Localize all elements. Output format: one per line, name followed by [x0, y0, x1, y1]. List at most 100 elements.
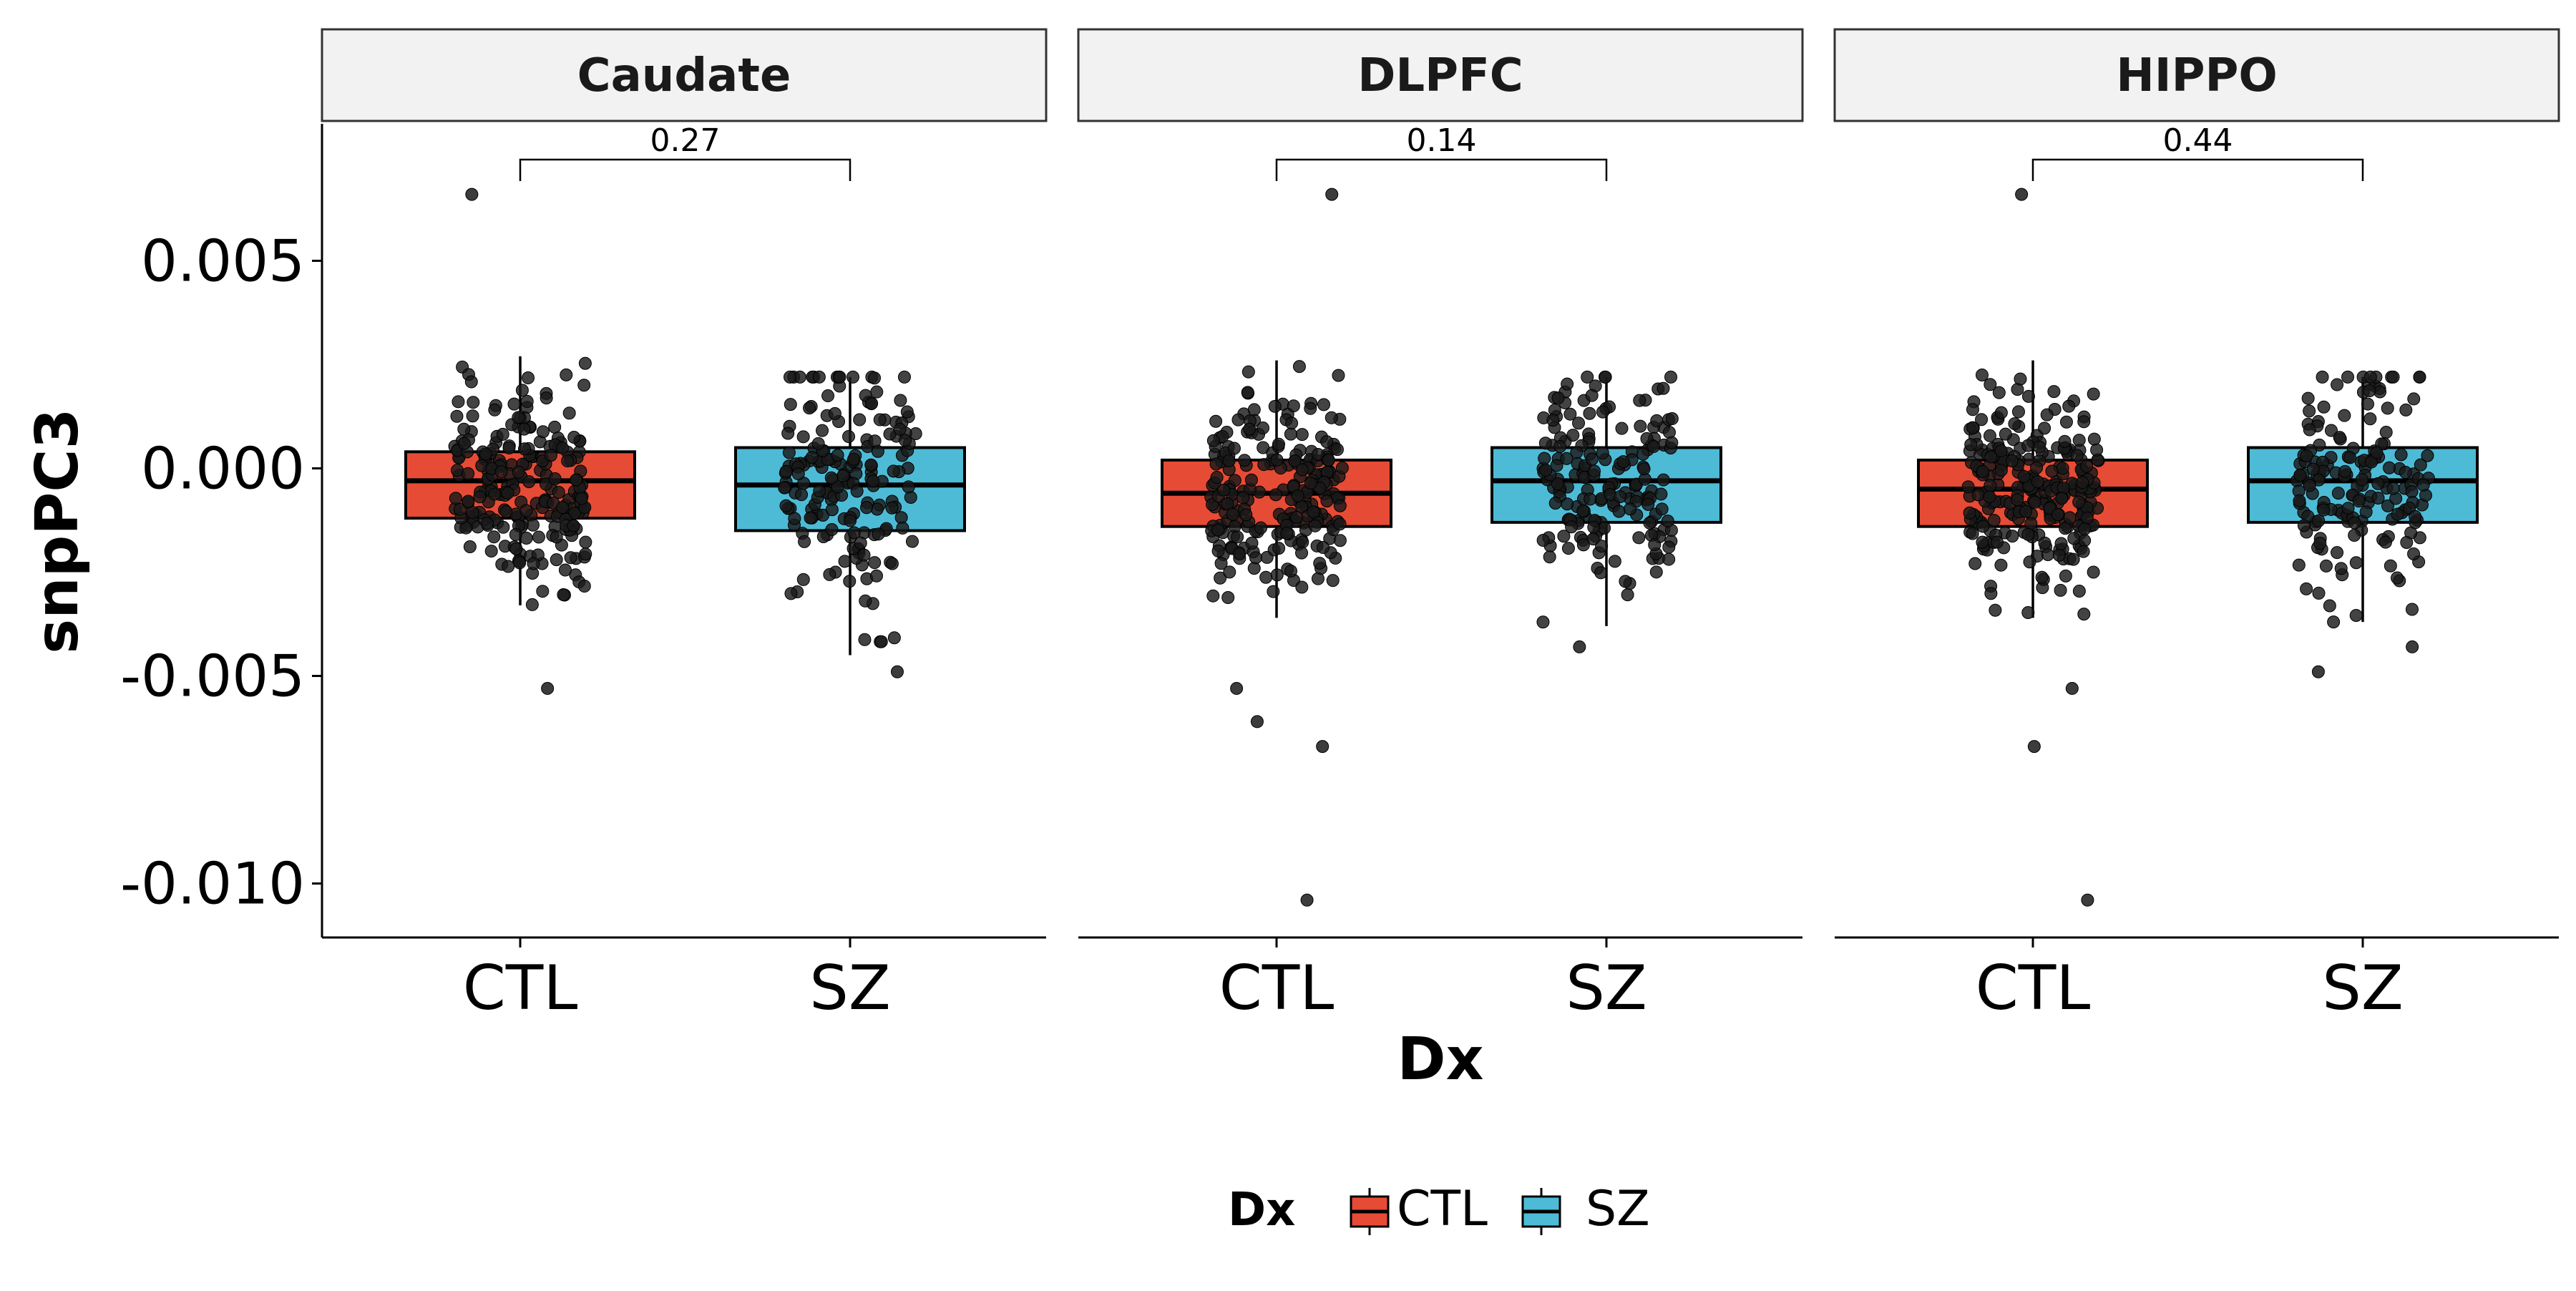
- jitter-points: [1536, 370, 1679, 653]
- data-point: [1317, 541, 1330, 555]
- data-point: [1269, 488, 1282, 502]
- data-point: [2077, 415, 2091, 429]
- data-point: [1983, 490, 1996, 504]
- data-point: [1239, 508, 1253, 522]
- data-point: [2409, 510, 2422, 523]
- data-point: [2407, 392, 2421, 406]
- data-point: [2341, 502, 2355, 515]
- data-point: [1621, 588, 1634, 602]
- data-point: [1983, 429, 1996, 442]
- data-point: [2063, 511, 2077, 525]
- data-point: [899, 434, 912, 447]
- outlier-point: [1300, 893, 1314, 907]
- data-point: [2021, 527, 2035, 541]
- p-value-label: 0.44: [2163, 122, 2233, 159]
- data-point: [1536, 534, 1550, 547]
- data-point: [1284, 564, 1298, 578]
- data-point: [2331, 487, 2345, 500]
- data-point: [2087, 565, 2100, 579]
- data-point: [536, 425, 550, 439]
- data-point: [1221, 591, 1235, 605]
- data-point: [548, 472, 562, 485]
- data-point: [1657, 381, 1670, 395]
- data-point: [2363, 370, 2377, 384]
- data-point: [1243, 422, 1257, 436]
- bracket-line: [2031, 158, 2364, 181]
- data-point: [1209, 457, 1223, 471]
- data-point: [579, 547, 592, 561]
- data-point: [1324, 411, 1338, 424]
- data-point: [1304, 477, 1317, 490]
- data-point: [540, 391, 553, 405]
- data-point: [1551, 477, 1564, 491]
- data-point: [1984, 378, 1997, 391]
- outlier-point: [1325, 187, 1339, 201]
- data-point: [2386, 482, 2400, 495]
- data-point: [1665, 436, 1679, 449]
- data-point: [560, 368, 573, 381]
- data-point: [1561, 497, 1574, 511]
- data-point: [1608, 555, 1621, 568]
- data-point: [1322, 453, 1335, 467]
- data-point: [2014, 372, 2027, 386]
- data-point: [2327, 615, 2341, 629]
- data-point: [1211, 544, 1225, 557]
- data-point: [2399, 466, 2412, 479]
- data-point: [865, 396, 879, 410]
- data-point: [1333, 517, 1347, 531]
- jitter-points: [448, 187, 592, 695]
- data-point: [2416, 478, 2430, 492]
- x-tick-label: CTL: [1219, 953, 1335, 1024]
- data-point: [509, 528, 522, 542]
- data-point: [2383, 461, 2396, 474]
- data-point: [1231, 413, 1245, 427]
- legend-label: SZ: [1586, 1181, 1650, 1237]
- data-point: [1984, 587, 1998, 600]
- data-point: [2300, 582, 2313, 595]
- data-point: [2379, 535, 2392, 549]
- data-point: [2306, 462, 2320, 476]
- y-tick-label: 0.000: [141, 435, 305, 502]
- data-point: [2087, 432, 2101, 446]
- data-point: [453, 502, 467, 516]
- data-point: [2391, 571, 2404, 585]
- data-point: [782, 446, 796, 459]
- data-point: [2297, 519, 2311, 532]
- data-point: [825, 523, 839, 537]
- data-point: [2301, 391, 2315, 405]
- x-axis-title: Dx: [1397, 1026, 1484, 1093]
- data-point: [1976, 535, 1989, 549]
- data-point: [2087, 387, 2100, 401]
- data-point: [1236, 491, 1250, 505]
- outlier-point: [1573, 640, 1586, 653]
- data-point: [2421, 449, 2434, 462]
- data-point: [2384, 559, 2397, 573]
- data-point: [853, 413, 867, 427]
- data-point: [1984, 479, 1997, 492]
- data-point: [847, 452, 861, 466]
- data-point: [522, 475, 536, 489]
- data-point: [2394, 448, 2408, 462]
- data-point: [1214, 571, 1227, 585]
- data-point: [1290, 510, 1304, 524]
- data-point: [1654, 487, 1668, 501]
- facet-strip: [1077, 28, 1804, 122]
- data-point: [2011, 493, 2024, 507]
- data-point: [897, 370, 911, 384]
- data-point: [2341, 370, 2355, 384]
- data-point: [1994, 406, 2008, 419]
- data-point: [870, 502, 884, 516]
- data-point: [577, 379, 591, 392]
- facet-strip: [321, 28, 1048, 122]
- data-point: [2323, 599, 2336, 613]
- data-point: [488, 403, 502, 416]
- x-tick-label: CTL: [463, 953, 578, 1024]
- data-point: [1307, 505, 1320, 519]
- data-point: [1295, 428, 1309, 442]
- data-point: [887, 464, 900, 478]
- data-point: [842, 429, 856, 443]
- data-point: [2023, 555, 2036, 569]
- data-point: [2359, 505, 2373, 519]
- outlier-point: [465, 187, 479, 201]
- data-point: [868, 371, 882, 385]
